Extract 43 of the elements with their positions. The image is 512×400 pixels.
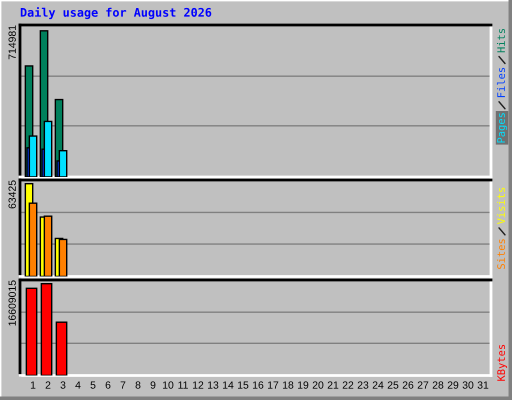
- x-tick-label: 22: [342, 381, 354, 389]
- chart-title: Daily usage for August 2026: [20, 7, 212, 20]
- bar: [44, 215, 52, 276]
- x-tick-label: 7: [120, 381, 126, 389]
- x-tick-label: 2: [46, 381, 50, 389]
- x-tick-label: 8: [136, 381, 140, 389]
- x-tick-label: 13: [208, 381, 218, 389]
- y-axis-title: 63425: [8, 180, 16, 208]
- x-tick-label: 18: [283, 381, 294, 389]
- bar: [58, 238, 68, 276]
- text: Files: [496, 68, 506, 98]
- text: Visits: [496, 188, 506, 224]
- x-tick-label: 31: [478, 381, 488, 389]
- x-tick-label: 10: [163, 381, 174, 389]
- x-tick-label: 24: [372, 381, 384, 389]
- x-tick-label: 12: [193, 381, 204, 389]
- x-tick-label: 5: [90, 381, 96, 389]
- x-tick-label: 30: [462, 381, 474, 389]
- x-tick-label: 25: [388, 381, 398, 389]
- text: Sites: [496, 239, 506, 269]
- x-tick-label: 1: [30, 381, 36, 389]
- y-axis-title: 16609015: [8, 280, 16, 326]
- y-axis-title: 714981: [8, 26, 16, 60]
- x-tick-label: 9: [150, 381, 156, 389]
- x-tick-label: 6: [106, 381, 110, 389]
- x-tick-label: 17: [268, 381, 278, 389]
- x-tick-label: 4: [75, 381, 81, 389]
- text: KBytes: [497, 344, 508, 381]
- x-tick-label: 15: [238, 381, 248, 389]
- x-tick-label: 21: [328, 381, 338, 389]
- x-tick-label: 19: [298, 381, 308, 389]
- x-tick-label: 27: [418, 381, 428, 389]
- x-tick-label: 20: [312, 381, 324, 389]
- text: Hits: [496, 28, 506, 52]
- x-tick-label: 16: [253, 381, 264, 389]
- x-tick-label: 29: [448, 381, 458, 389]
- x-tick-label: 26: [402, 381, 414, 389]
- x-tick-label: 3: [60, 381, 66, 389]
- x-tick-label: 11: [178, 381, 188, 389]
- x-tick-label: 14: [223, 381, 234, 389]
- x-tick-label: 23: [358, 381, 368, 389]
- x-tick-label: 28: [432, 381, 444, 389]
- text: Pages: [497, 113, 508, 142]
